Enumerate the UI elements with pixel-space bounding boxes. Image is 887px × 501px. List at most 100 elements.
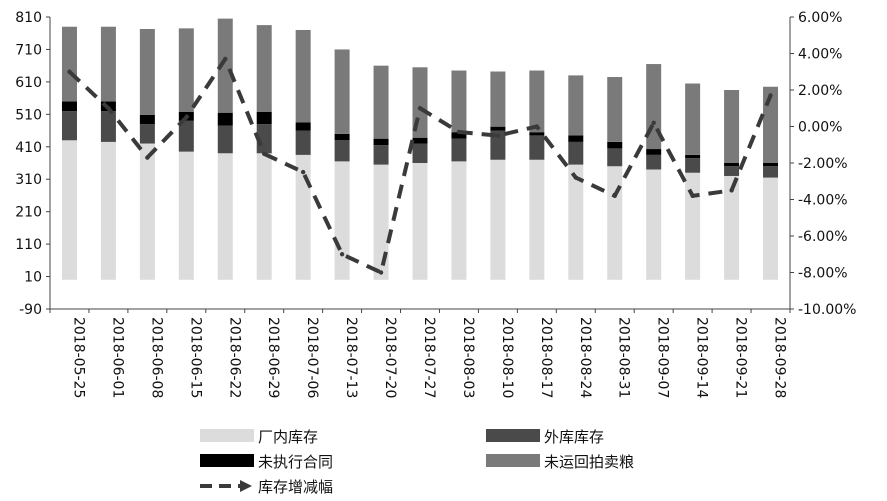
x-tick-label: 2018-09-07 [655,317,671,398]
bar-outer [178,120,194,152]
bar-outer [724,166,740,176]
bar-contract [61,101,77,112]
bar-factory [568,164,584,280]
line-point [145,155,150,160]
left-tick-label: 810 [15,10,42,26]
bar-factory [451,161,467,280]
bar-auction [178,28,194,112]
bar-contract [256,111,272,125]
x-tick-label: 2018-08-31 [616,317,632,398]
bar-auction [256,25,272,112]
bar-auction [568,75,584,136]
left-tick-label: 210 [15,205,42,221]
x-tick-label: 2018-06-08 [148,317,164,398]
x-tick-label: 2018-08-03 [460,317,476,398]
plot-area [61,18,779,280]
bar-contract [490,126,506,131]
bar-factory [490,159,506,280]
bar-factory [763,177,779,280]
x-tick-label: 2018-07-06 [304,317,320,398]
x-tick-label: 2018-09-14 [694,317,710,398]
legend-label: 未运回拍卖粮 [544,453,634,471]
left-tick-label: 310 [15,172,42,188]
bar-factory [139,143,155,280]
bar-auction [529,70,545,133]
right-tick-label: 6.00% [798,10,842,26]
x-tick-label: 2018-09-21 [733,317,749,398]
bar-outer [256,124,272,154]
line-point [223,56,228,62]
line-point [67,69,72,74]
bar-outer [334,140,350,162]
legend-swatch [200,454,254,467]
bar-contract [412,137,428,144]
right-tick-label: -8.00% [798,266,848,282]
bar-outer [490,130,506,160]
bar-factory [61,140,77,280]
right-tick-label: -2.00% [798,156,848,172]
left-tick-label: 110 [15,237,42,253]
bar-factory [685,172,701,280]
bar-outer [295,130,311,155]
bar-outer [412,143,428,163]
line-point [378,270,384,275]
legend-arrow-icon [240,480,252,492]
legend-label: 厂内库存 [258,428,318,446]
legend-label: 库存增减幅 [258,478,333,496]
x-tick-label: 2018-07-20 [382,317,398,398]
bar-factory [295,154,311,280]
bar-outer [763,166,779,178]
bar-outer [373,145,389,165]
bar-contract [646,149,662,155]
right-tick-label: 0.00% [798,120,842,136]
bar-auction [217,18,233,113]
right-tick-label: -6.00% [798,229,848,245]
line-point [729,188,734,193]
bar-auction [295,29,311,123]
bar-factory [373,164,389,280]
bar-factory [100,141,116,280]
legend-swatch [486,454,540,467]
bar-auction [451,70,467,133]
line-point [534,124,540,129]
x-tick-label: 2018-06-15 [187,317,203,398]
legend-label: 未执行合同 [258,453,333,471]
bar-outer [685,158,701,173]
bar-auction [373,65,389,139]
bar-auction [724,90,740,163]
x-tick-label: 2018-08-10 [499,317,515,398]
bar-contract [607,141,623,149]
bar-outer [217,125,233,154]
bar-factory [412,163,428,280]
left-tick-label: 510 [15,107,42,123]
bar-outer [607,148,623,167]
line-point [106,106,111,111]
line-point [417,106,423,111]
bar-outer [451,138,467,162]
bar-contract [568,135,584,142]
x-tick-label: 2018-09-28 [772,317,788,398]
bar-outer [568,141,584,165]
bar-outer [61,111,77,141]
line-point [495,133,501,138]
line-point [456,129,462,135]
bar-outer [529,135,545,160]
x-tick-label: 2018-06-01 [109,317,125,398]
bar-auction [139,29,155,115]
line-point [690,193,695,199]
right-tick-label: 2.00% [798,83,842,99]
bar-auction [607,77,623,142]
bar-factory [646,169,662,280]
bar-outer [100,111,116,142]
bar-auction [334,49,350,134]
left-tick-label: 410 [15,140,42,156]
right-tick-label: 4.00% [798,47,842,63]
bar-factory [607,166,623,280]
bar-contract [334,133,350,141]
bar-auction [490,71,506,127]
line-point [573,175,578,180]
bar-auction [685,83,701,155]
line-point [339,252,345,257]
